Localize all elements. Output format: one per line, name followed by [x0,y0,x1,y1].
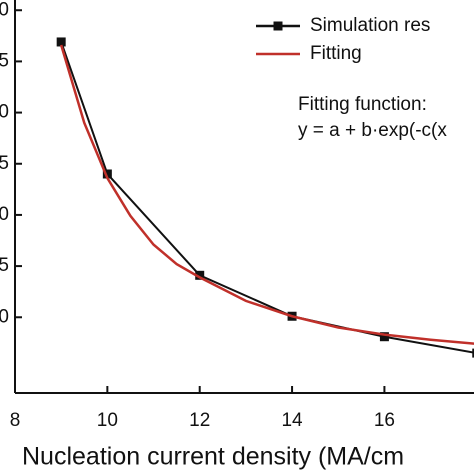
y-tick-label: 5 [0,255,9,276]
x-tick-label: 16 [374,410,395,431]
y-tick-label: 5 [0,50,9,71]
y-tick-label: 0 [0,204,9,225]
x-axis-label: Nucleation current density (MA/cm [22,443,404,471]
y-tick-label: 0 [0,0,9,20]
data-point [472,348,474,358]
series-line [59,44,474,345]
x-tick-label: 8 [10,410,21,431]
annotation: y = a + b·exp(-c(x [298,120,447,141]
x-tick-label: 10 [97,410,118,431]
series-line [60,41,474,354]
y-tick-label: 0 [0,102,9,123]
y-tick-label: 5 [0,153,9,174]
y-tick-label: 0 [0,306,9,327]
data-point [195,270,205,280]
data-point [379,332,389,342]
legend-label: Simulation res [310,15,430,36]
x-tick-label: 14 [281,410,303,431]
x-tick-label: 12 [189,410,210,431]
annotation: Fitting function: [298,94,427,115]
data-point [102,169,112,179]
legend-label: Fitting [310,43,362,64]
data-point [56,37,66,47]
legend-marker [273,21,283,31]
